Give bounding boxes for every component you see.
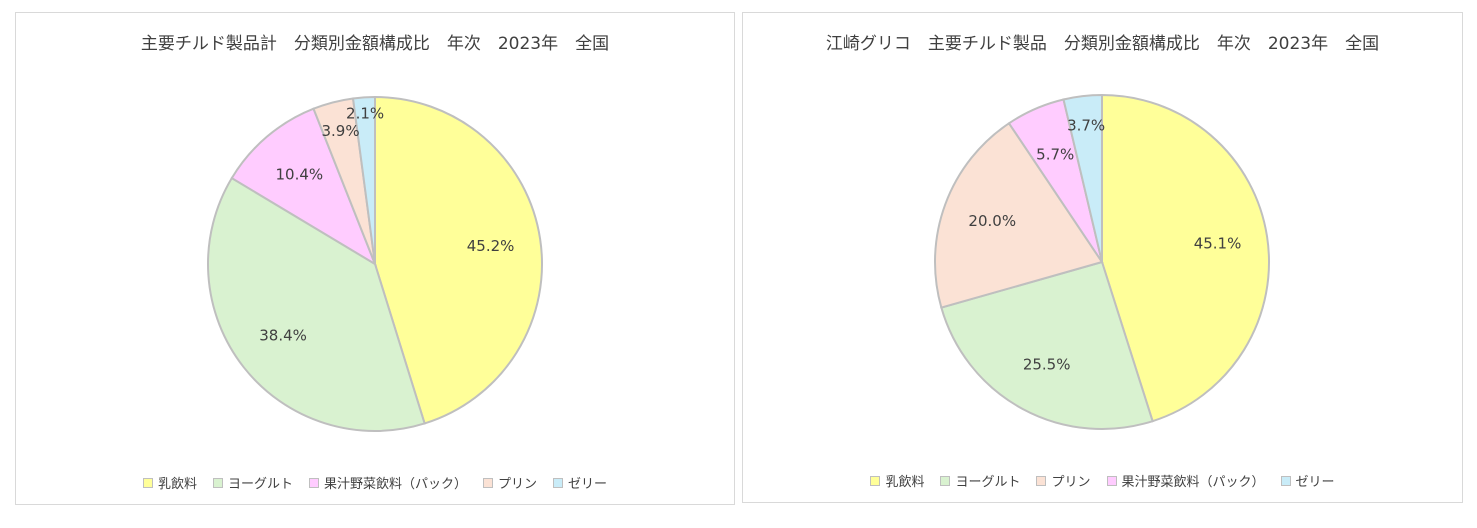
- legend-item: 乳飲料: [142, 473, 197, 492]
- data-label: 3.7%: [1067, 116, 1105, 134]
- legend-item: ゼリー: [1280, 471, 1335, 490]
- legend-label: プリン: [498, 477, 538, 492]
- legend-label: ゼリー: [568, 477, 608, 492]
- legend-label: プリン: [1051, 475, 1091, 490]
- legend-swatch: [1036, 475, 1047, 486]
- legend-label: 果汁野菜飲料（パック）: [1121, 475, 1265, 490]
- chart-title: 主要チルド製品計 分類別金額構成比 年次 2023年 全国: [140, 34, 610, 54]
- data-label: 5.7%: [1036, 145, 1074, 163]
- legend-item: 果汁野菜飲料（パック）: [308, 473, 467, 492]
- legend-item: 乳飲料: [870, 471, 924, 490]
- chart-title: 江崎グリコ 主要チルド製品 分類別金額構成比 年次 2023年 全国: [825, 34, 1380, 54]
- legend-label: ヨーグルト: [227, 477, 293, 492]
- pie-slice: [940, 260, 1154, 430]
- chart-panel-glico: 江崎グリコ 主要チルド製品 分類別金額構成比 年次 2023年 全国 45.1%…: [742, 12, 1463, 503]
- data-label: 10.4%: [276, 165, 324, 183]
- pie-slice: [374, 95, 543, 425]
- legend-label: 果汁野菜飲料（パック）: [323, 477, 467, 492]
- legend-swatch: [870, 475, 881, 486]
- pie-slice: [207, 176, 426, 432]
- legend-item: ヨーグルト: [212, 473, 293, 492]
- legend-label: ゼリー: [1295, 475, 1335, 490]
- legend-item: ヨーグルト: [940, 471, 1020, 490]
- chart-legend: 乳飲料 ヨーグルト プリン 果汁野菜飲料（パック） ゼリー: [743, 471, 1462, 490]
- legend-item: プリン: [483, 473, 537, 492]
- data-label: 45.1%: [1194, 235, 1242, 253]
- chart-legend: 乳飲料 ヨーグルト 果汁野菜飲料（パック） プリン ゼリー: [16, 473, 734, 492]
- legend-swatch: [142, 477, 153, 488]
- data-label: 3.9%: [321, 122, 359, 140]
- legend-swatch: [1106, 475, 1117, 486]
- pie-slice: [1062, 93, 1103, 263]
- pie-chart-glico: 45.1% 25.5% 20.0% 5.7% 3.7%: [934, 93, 1270, 430]
- pie-slice: [934, 121, 1104, 309]
- chart-panel-total: 主要チルド製品計 分類別金額構成比 年次 2023年 全国 45.2% 38.4%…: [15, 12, 735, 505]
- legend-label: 乳飲料: [157, 477, 197, 492]
- legend-swatch: [308, 477, 319, 488]
- legend-swatch: [212, 477, 223, 488]
- legend-item: ゼリー: [553, 473, 607, 492]
- pie-slice: [1101, 93, 1270, 423]
- legend-swatch: [553, 477, 564, 488]
- legend-item: プリン: [1036, 471, 1091, 490]
- legend-item: 果汁野菜飲料（パック）: [1106, 471, 1265, 490]
- legend-label: 乳飲料: [885, 475, 925, 490]
- pie-slice: [230, 107, 378, 267]
- legend-swatch: [483, 477, 493, 488]
- legend-swatch: [1280, 475, 1291, 486]
- data-label: 2.1%: [346, 105, 384, 123]
- legend-swatch: [940, 475, 951, 486]
- pie-chart-total: 45.2% 38.4% 10.4% 3.9%2.1%: [207, 95, 543, 432]
- data-label: 25.5%: [1023, 355, 1071, 373]
- data-label: 38.4%: [259, 327, 307, 345]
- data-label: 45.2%: [467, 237, 515, 255]
- legend-label: ヨーグルト: [955, 475, 1021, 490]
- data-label: 20.0%: [968, 212, 1016, 230]
- pie-slice: [351, 95, 376, 265]
